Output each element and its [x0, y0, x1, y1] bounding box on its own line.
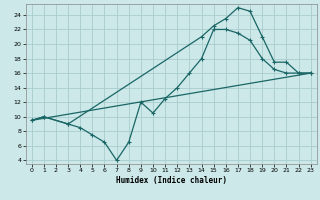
X-axis label: Humidex (Indice chaleur): Humidex (Indice chaleur) [116, 176, 227, 185]
